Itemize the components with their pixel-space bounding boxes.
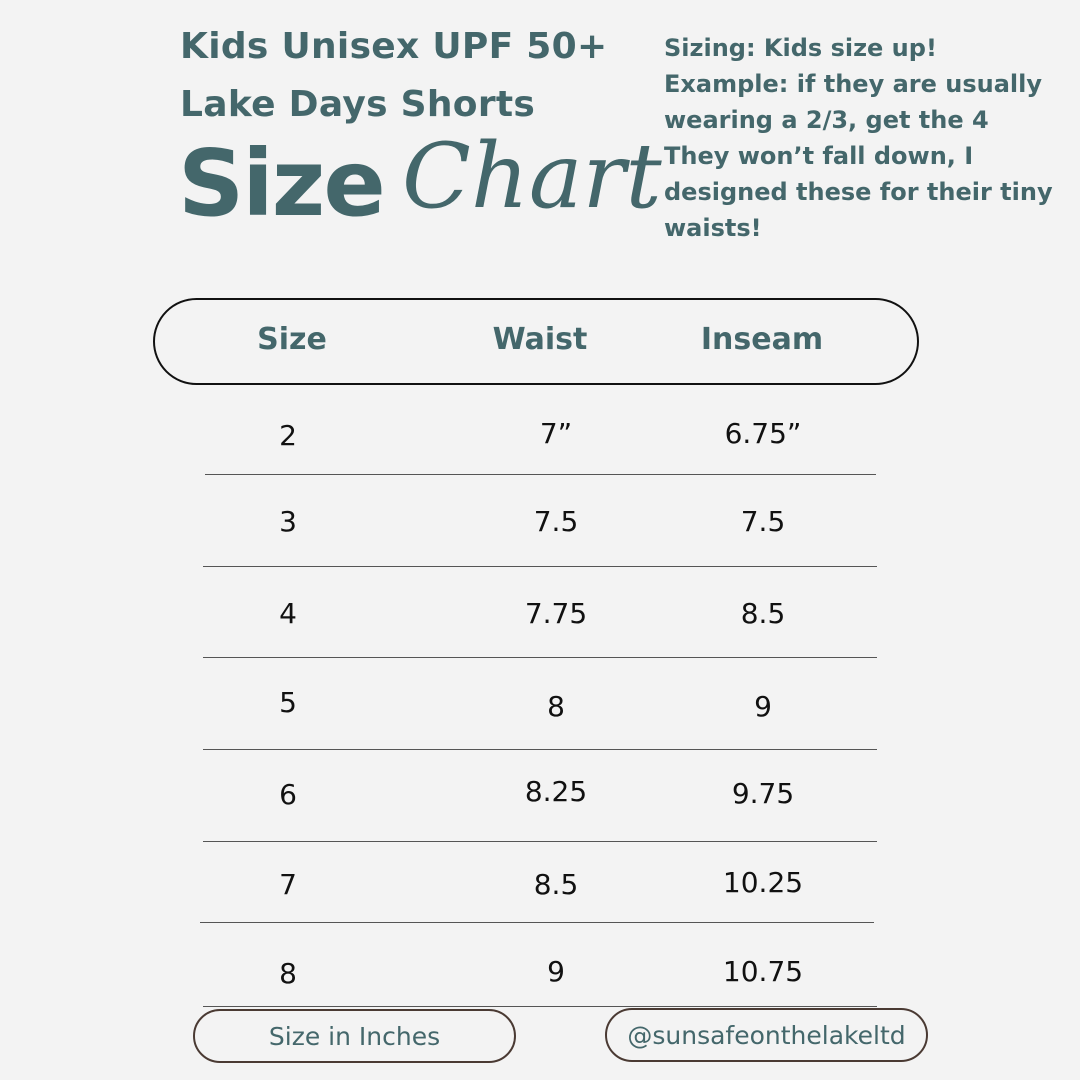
sizing-note-line: designed these for their tiny (664, 178, 1053, 206)
column-header-size: Size (257, 322, 327, 357)
sizing-note-line: Example: if they are usually (664, 70, 1042, 98)
cell-size: 4 (279, 597, 297, 630)
cell-inseam: 6.75” (724, 417, 802, 450)
sizing-note-line: They won’t fall down, I (664, 142, 974, 170)
cell-size: 2 (279, 419, 297, 452)
cell-waist: 8 (547, 690, 565, 723)
cell-waist: 7” (539, 417, 573, 450)
cell-size: 5 (279, 686, 297, 719)
cell-size: 7 (279, 868, 297, 901)
row-divider (203, 657, 877, 658)
cell-waist: 8.5 (533, 868, 579, 901)
sizing-note-line: waists! (664, 214, 762, 242)
units-badge: Size in Inches (193, 1009, 516, 1063)
cell-size: 8 (279, 957, 297, 990)
row-divider (200, 922, 874, 923)
row-divider (203, 566, 877, 567)
cell-inseam: 8.5 (740, 597, 786, 630)
cell-inseam: 10.75 (722, 955, 804, 988)
row-divider (203, 749, 877, 750)
row-divider (203, 841, 877, 842)
cell-inseam: 9.75 (731, 777, 795, 810)
title-line-2: Lake Days Shorts (180, 84, 536, 125)
cell-waist: 9 (547, 955, 565, 988)
cell-waist: 7.75 (524, 597, 588, 630)
sizing-note-line: Sizing: Kids size up! (664, 34, 937, 62)
sizing-note-line: wearing a 2/3, get the 4 (664, 106, 989, 134)
column-header-waist: Waist (492, 322, 588, 357)
cell-waist: 8.25 (524, 775, 588, 808)
cell-size: 6 (279, 778, 297, 811)
cell-inseam: 7.5 (740, 505, 786, 538)
title-line-1: Kids Unisex UPF 50+ (180, 26, 608, 67)
cell-inseam: 10.25 (722, 866, 804, 899)
table-header (153, 298, 919, 385)
size-heading: Size (178, 130, 386, 237)
column-header-inseam: Inseam (700, 322, 824, 357)
row-divider (205, 474, 876, 475)
social-handle-badge: @sunsafeonthelakeltd (605, 1008, 928, 1062)
row-divider (203, 1006, 877, 1007)
cell-waist: 7.5 (533, 505, 579, 538)
chart-heading: Chart (402, 124, 662, 229)
cell-size: 3 (279, 505, 297, 538)
cell-inseam: 9 (754, 690, 772, 723)
sizing-note: Sizing: Kids size up! Example: if they a… (664, 30, 1064, 246)
